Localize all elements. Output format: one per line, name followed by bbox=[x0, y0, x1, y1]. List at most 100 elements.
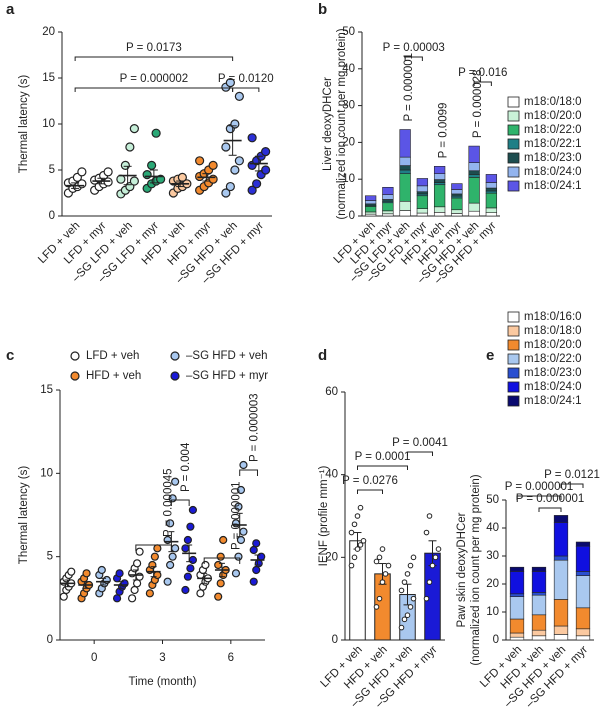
data-point bbox=[348, 562, 355, 569]
bar-segment bbox=[451, 209, 463, 214]
data-point bbox=[201, 560, 210, 570]
data-point bbox=[398, 624, 405, 631]
bar-segment bbox=[468, 210, 480, 217]
legend-marker bbox=[70, 371, 80, 381]
x-tick-label: 0 bbox=[91, 652, 97, 664]
legend-label: m18:0/24:1 bbox=[524, 180, 582, 192]
bar-segment bbox=[364, 211, 377, 215]
data-point bbox=[163, 577, 172, 586]
panel-label: a bbox=[6, 1, 15, 18]
bar bbox=[349, 540, 366, 641]
annotation: P = 0.00003 bbox=[383, 42, 445, 54]
bar-segment bbox=[468, 170, 480, 175]
data-point bbox=[214, 560, 223, 570]
annotation: P = 0.0120 bbox=[218, 73, 274, 85]
data-point bbox=[77, 167, 87, 177]
data-point bbox=[59, 592, 68, 601]
data-point bbox=[348, 529, 355, 536]
y-tick-label: 10 bbox=[486, 606, 499, 618]
y-axis-label: Thermal latency (s) bbox=[18, 466, 30, 565]
legend-label: m18:0/22:1 bbox=[524, 138, 582, 150]
data-point bbox=[219, 535, 228, 545]
annotation: P = 0.000001 bbox=[403, 53, 415, 122]
bar-segment bbox=[364, 195, 377, 201]
bar-segment bbox=[575, 635, 591, 641]
data-point bbox=[171, 544, 180, 553]
y-tick-label: 20 bbox=[325, 551, 338, 563]
bar-segment bbox=[485, 212, 498, 217]
data-point bbox=[177, 172, 187, 182]
data-point bbox=[249, 577, 258, 586]
panel-label: d bbox=[318, 347, 327, 364]
bar-segment bbox=[553, 625, 569, 635]
data-point bbox=[379, 579, 386, 585]
legend-swatch bbox=[507, 152, 520, 164]
y-tick-label: 20 bbox=[486, 578, 499, 590]
data-point bbox=[379, 546, 386, 552]
legend-label: m18:0/22:0 bbox=[524, 124, 582, 136]
annotation: P = 0.0121 bbox=[544, 469, 600, 481]
bar-segment bbox=[382, 213, 394, 217]
data-point bbox=[129, 176, 139, 186]
y-tick-label: 50 bbox=[342, 26, 355, 38]
bracket bbox=[516, 495, 562, 500]
legend-swatch bbox=[507, 180, 520, 192]
data-point bbox=[410, 595, 417, 602]
bracket bbox=[538, 507, 562, 512]
data-point bbox=[410, 554, 417, 561]
y-tick-label: 40 bbox=[486, 522, 499, 534]
x-axis-label: Time (month) bbox=[129, 676, 197, 688]
annotation: P = 0.016 bbox=[458, 67, 507, 79]
panel-label: b bbox=[318, 1, 327, 18]
legend-label: m18:0/18:0 bbox=[524, 325, 582, 337]
data-point bbox=[429, 562, 436, 569]
annotation: P = 0.000001 bbox=[505, 481, 574, 493]
bar-segment bbox=[451, 189, 463, 195]
data-point bbox=[254, 559, 263, 568]
bar-segment bbox=[399, 210, 411, 217]
data-point bbox=[231, 569, 241, 578]
legend-label: –SG HFD + veh bbox=[186, 350, 268, 362]
bar-segment bbox=[416, 191, 429, 195]
bar-segment bbox=[575, 541, 591, 547]
bracket bbox=[135, 544, 172, 551]
bar-segment bbox=[509, 618, 525, 634]
data-point bbox=[236, 485, 246, 495]
legend-swatch bbox=[507, 96, 520, 108]
x-tick-label: 6 bbox=[228, 652, 234, 664]
data-point bbox=[103, 167, 113, 177]
legend-label: m18:0/16:0 bbox=[524, 311, 582, 323]
legend-swatch bbox=[507, 138, 520, 150]
bar-segment bbox=[553, 634, 569, 641]
legend-marker bbox=[70, 351, 80, 361]
y-tick-label: 15 bbox=[42, 72, 55, 84]
annotation: P = 0.000003 bbox=[249, 393, 261, 462]
data-point bbox=[373, 604, 380, 610]
panel-label: e bbox=[486, 347, 494, 364]
y-axis-label: Liver deoxyDHCer bbox=[322, 77, 334, 171]
data-point bbox=[239, 460, 248, 470]
bar-segment bbox=[416, 212, 429, 217]
bracket bbox=[357, 489, 383, 494]
annotation: P = 0.000028 bbox=[472, 70, 484, 139]
data-point bbox=[181, 544, 190, 553]
bar-segment bbox=[399, 156, 411, 166]
annotation: P = 0.000045 bbox=[162, 468, 174, 537]
bar-segment bbox=[451, 213, 463, 217]
bar-segment bbox=[433, 212, 446, 217]
bracket bbox=[170, 499, 190, 506]
legend-swatch bbox=[507, 325, 520, 337]
bar-segment bbox=[485, 207, 498, 213]
bar-segment bbox=[485, 192, 498, 209]
bar-segment bbox=[399, 129, 411, 158]
data-point bbox=[404, 571, 411, 577]
data-point bbox=[216, 579, 225, 588]
legend-swatch bbox=[507, 367, 520, 379]
data-point bbox=[129, 124, 139, 134]
data-point bbox=[221, 142, 231, 152]
legend-label: –SG HFD + myr bbox=[186, 370, 268, 382]
data-point bbox=[225, 77, 235, 88]
annotation: P = 0.0276 bbox=[342, 475, 398, 487]
bar-segment bbox=[553, 515, 569, 523]
